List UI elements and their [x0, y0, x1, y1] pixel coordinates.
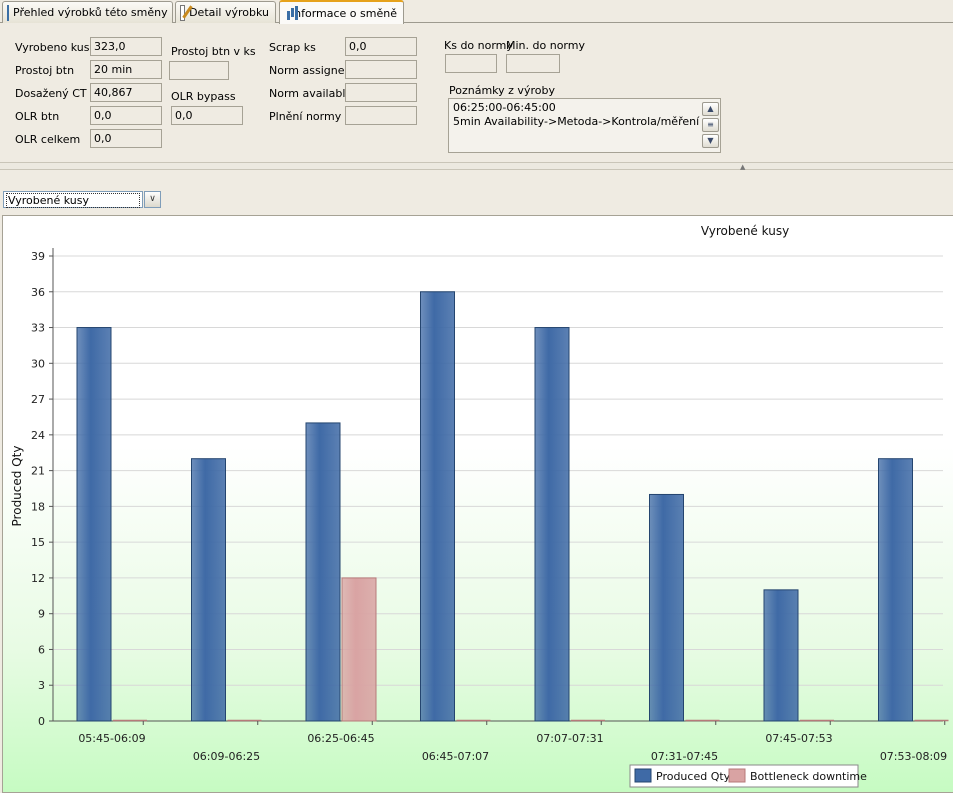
chevron-down-icon: ∨	[149, 194, 156, 204]
downtime-pcs-label: Prostoj btn v ks	[171, 45, 256, 58]
legend-swatch	[728, 768, 746, 783]
scrap-label: Scrap ks	[269, 41, 316, 54]
legend-label: Produced Qty	[656, 770, 731, 783]
chart-type-dropdown-button[interactable]: ∨	[144, 191, 161, 208]
norm-fulfill-label: Plnění normy	[269, 110, 342, 123]
bar-produced-qty	[878, 458, 913, 722]
y-axis-label: Produced Qty	[10, 446, 24, 527]
shift-info-panel: Vyrobeno kusů 323,0 Prostoj btn 20 min D…	[0, 24, 953, 171]
edit-icon	[180, 4, 186, 21]
chevron-down-icon: ▼	[707, 136, 714, 145]
y-tick-label: 9	[38, 608, 45, 621]
table-icon	[7, 4, 9, 21]
norm-fulfill-field[interactable]	[345, 106, 417, 125]
menu-icon: ≡	[707, 120, 714, 129]
olr-total-label: OLR celkem	[15, 133, 81, 146]
olr-total-field[interactable]: 0,0	[90, 129, 162, 148]
notes-line: 06:25:00-06:45:00	[453, 101, 556, 114]
y-tick-label: 33	[31, 322, 45, 335]
norm-assigned-label: Norm assigned	[269, 64, 352, 77]
legend-label: Bottleneck downtime	[750, 770, 867, 783]
y-tick-label: 30	[31, 357, 45, 370]
x-axis-ticks: 05:45-06:09 06:09-06:25 06:25-06:45 06:45-0…	[78, 721, 947, 763]
y-tick-label: 27	[31, 393, 45, 406]
produced-qty-chart: Vyrobené kusy Produced Qty 0369121518212…	[10, 224, 949, 788]
bar-produced-qty	[763, 589, 799, 722]
gridlines	[53, 255, 943, 722]
scroll-down-button[interactable]: ▼	[702, 134, 719, 148]
min-to-norm-field[interactable]	[506, 54, 560, 73]
x-tick-label: 07:07-07:31	[536, 732, 603, 745]
expand-notes-button[interactable]: ≡	[702, 118, 719, 132]
tab-bar: Přehled výrobků této směny Detail výrobk…	[0, 0, 953, 24]
norm-available-label: Norm available	[269, 87, 353, 100]
bars	[76, 291, 949, 722]
legend-swatch	[634, 768, 652, 783]
scroll-up-button[interactable]: ▲	[702, 102, 719, 116]
bar-produced-qty	[649, 493, 684, 722]
y-tick-label: 36	[31, 286, 45, 299]
ct-field[interactable]: 40,867	[90, 83, 162, 102]
notes-label: Poznámky z výroby	[449, 84, 555, 97]
tab-shift-products-overview[interactable]: Přehled výrobků této směny	[2, 1, 173, 23]
bar-bottleneck-downtime	[341, 577, 377, 722]
panel-splitter[interactable]: ▲	[0, 162, 953, 171]
y-tick-label: 18	[31, 500, 45, 513]
y-tick-label: 0	[38, 715, 45, 728]
produced-label: Vyrobeno kusů	[15, 41, 97, 54]
chart-title: Vyrobené kusy	[701, 224, 789, 238]
x-tick-label: 07:31-07:45	[651, 750, 718, 763]
tab-label: Detail výrobku	[189, 6, 269, 19]
olr-field[interactable]: 0,0	[90, 106, 162, 125]
notes-line: 5min Availability->Metoda->Kontrola/měře…	[453, 115, 700, 128]
scrap-field[interactable]: 0,0	[345, 37, 417, 56]
tab-label: Informace o směně	[290, 6, 397, 20]
collapse-arrow-icon[interactable]: ▲	[740, 163, 746, 171]
y-tick-label: 3	[38, 679, 45, 692]
olr-bypass-label: OLR bypass	[171, 90, 236, 103]
min-to-norm-label: Min. do normy	[506, 39, 585, 52]
x-tick-label: 07:45-07:53	[765, 732, 832, 745]
chart-area: Vyrobené kusy Produced Qty 0 3 6 9 12 15 18 21 2…	[2, 215, 953, 793]
norm-assigned-field[interactable]	[345, 60, 417, 79]
y-tick-label: 39	[31, 250, 45, 263]
downtime-field[interactable]: 20 min	[90, 60, 162, 79]
chart-type-select-value: Vyrobené kusy	[6, 193, 140, 208]
ct-label: Dosažený CT	[15, 87, 87, 100]
y-tick-label: 21	[31, 465, 45, 478]
chart-type-select[interactable]: Vyrobené kusy	[3, 191, 143, 208]
pcs-to-norm-field[interactable]	[445, 54, 497, 73]
downtime-pcs-field[interactable]	[169, 61, 229, 80]
y-tick-label: 6	[38, 643, 45, 656]
olr-bypass-field[interactable]: 0,0	[171, 106, 243, 125]
bar-produced-qty	[534, 327, 570, 722]
x-tick-label: 06:45-07:07	[422, 750, 489, 763]
y-tick-label: 15	[31, 536, 45, 549]
x-tick-label: 06:09-06:25	[193, 750, 260, 763]
bar-produced-qty	[76, 327, 112, 722]
bar-produced-qty	[191, 458, 226, 722]
pcs-to-norm-label: Ks do normy	[444, 39, 513, 52]
bar-chart-icon	[284, 5, 298, 21]
downtime-label: Prostoj btn	[15, 64, 75, 77]
bar-produced-qty	[305, 422, 341, 722]
norm-available-field[interactable]	[345, 83, 417, 102]
produced-field[interactable]: 323,0	[90, 37, 162, 56]
chevron-up-icon: ▲	[707, 104, 714, 113]
tab-shift-information[interactable]: Informace o směně	[279, 0, 404, 24]
chart-legend: Produced Qty Bottleneck downtime	[629, 764, 867, 788]
x-tick-label: 07:53-08:09	[880, 750, 947, 763]
production-notes-textarea[interactable]: 06:25:00-06:45:00 5min Availability->Met…	[448, 98, 721, 153]
tab-product-detail[interactable]: Detail výrobku	[175, 1, 276, 23]
bar-produced-qty	[420, 291, 455, 722]
y-tick-label: 12	[31, 572, 45, 585]
tab-label: Přehled výrobků této směny	[13, 6, 168, 19]
olr-label: OLR btn	[15, 110, 60, 123]
y-tick-label: 24	[31, 429, 45, 442]
x-tick-label: 05:45-06:09	[78, 732, 145, 745]
x-tick-label: 06:25-06:45	[307, 732, 374, 745]
